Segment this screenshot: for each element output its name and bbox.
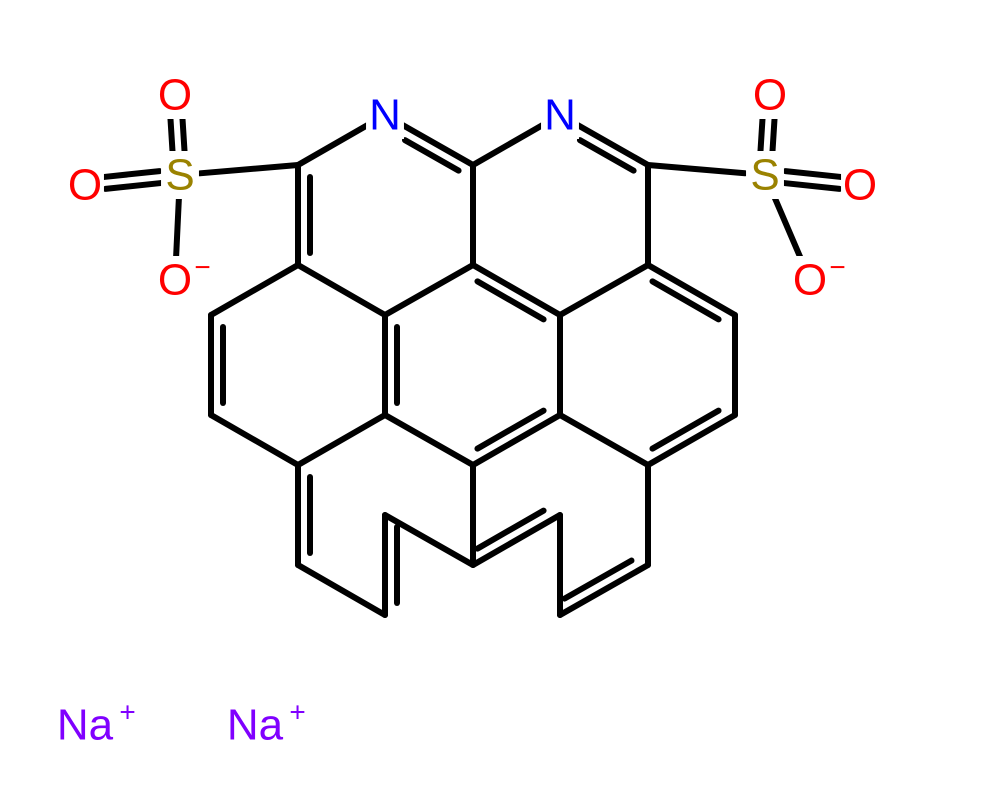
bond-line (298, 265, 385, 315)
bond-line (182, 115, 185, 155)
atom-label-n: N (544, 91, 576, 140)
atom-label-s: S (165, 151, 194, 200)
bond-line (200, 165, 298, 173)
bond-line (211, 265, 298, 315)
atom-label-s: S (750, 151, 779, 200)
atom-charge: + (289, 696, 305, 727)
bond-line (106, 183, 161, 189)
atom-charge: − (829, 251, 845, 282)
bond-line (473, 125, 543, 165)
bond-line (786, 171, 841, 177)
molecule-diagram: NNSSOOO−OOO−Na+Na+ (0, 0, 981, 793)
atom-charge: − (194, 251, 210, 282)
bond-line (385, 265, 473, 315)
atom-label-na: Na (227, 701, 284, 750)
atom-label-n: N (369, 91, 401, 140)
bond-line (760, 115, 763, 155)
bond-line (648, 415, 735, 465)
bond-line (298, 125, 368, 165)
bond-line (560, 565, 648, 615)
atom-label-na: Na (57, 701, 114, 750)
bond-line (560, 265, 648, 315)
atom-label-o: O (793, 256, 827, 305)
atom-label-o: O (68, 161, 102, 210)
atom-label-o: O (158, 256, 192, 305)
atom-label-o: O (158, 71, 192, 120)
atom-label-o: O (753, 71, 787, 120)
bond-line (385, 415, 473, 465)
bond-line (211, 415, 298, 465)
bond-line (473, 515, 560, 565)
bond-line (473, 265, 560, 315)
bond-line (298, 565, 385, 615)
bond-line (473, 415, 560, 465)
bond-line (784, 183, 839, 189)
bond-line (298, 415, 385, 465)
bond-line (773, 193, 802, 261)
bond-line (104, 171, 159, 177)
bond-line (170, 115, 173, 155)
bond-line (176, 195, 179, 260)
atom-charge: + (119, 696, 135, 727)
atom-label-o: O (843, 161, 877, 210)
bond-line (648, 165, 745, 173)
bond-line (772, 115, 775, 155)
bond-line (560, 415, 648, 465)
bond-line (648, 265, 735, 315)
